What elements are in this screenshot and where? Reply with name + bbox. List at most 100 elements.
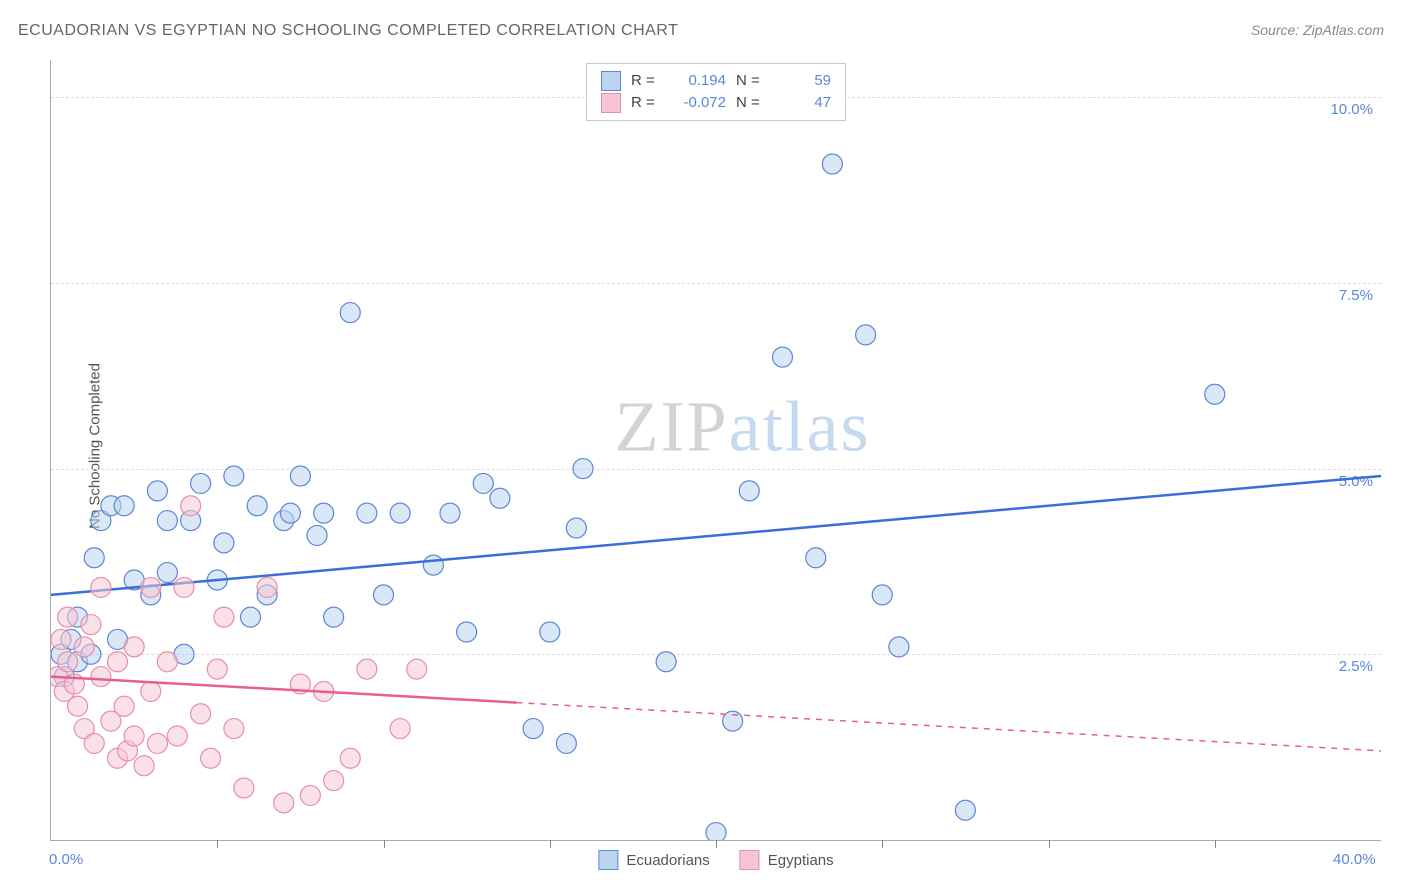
data-point	[157, 563, 177, 583]
data-point	[955, 800, 975, 820]
data-point	[167, 726, 187, 746]
data-point	[84, 548, 104, 568]
x-tick	[1215, 840, 1216, 848]
data-point	[157, 652, 177, 672]
data-point	[191, 704, 211, 724]
data-point	[307, 525, 327, 545]
data-point	[157, 511, 177, 531]
swatch-ecuadorians	[598, 850, 618, 870]
data-point	[174, 577, 194, 597]
data-point	[207, 659, 227, 679]
data-point	[540, 622, 560, 642]
data-point	[124, 637, 144, 657]
data-point	[423, 555, 443, 575]
data-point	[114, 496, 134, 516]
data-point	[58, 607, 78, 627]
data-point	[274, 793, 294, 813]
x-tick	[217, 840, 218, 848]
legend-row-egyptians: R = -0.072 N = 47	[601, 92, 831, 114]
n-label: N =	[736, 70, 766, 92]
plot-area: ZIPatlas R = 0.194 N = 59 R = -0.072 N =…	[50, 60, 1381, 841]
x-tick	[384, 840, 385, 848]
data-point	[573, 459, 593, 479]
data-point	[141, 577, 161, 597]
data-point	[147, 733, 167, 753]
data-point	[440, 503, 460, 523]
x-tick	[550, 840, 551, 848]
data-point	[191, 473, 211, 493]
data-point	[224, 719, 244, 739]
data-point	[1205, 384, 1225, 404]
legend-label-ecuadorians: Ecuadorians	[626, 852, 709, 869]
swatch-egyptians	[740, 850, 760, 870]
correlation-legend: R = 0.194 N = 59 R = -0.072 N = 47	[586, 63, 846, 121]
source-name: ZipAtlas.com	[1303, 22, 1384, 38]
data-point	[556, 733, 576, 753]
data-point	[58, 652, 78, 672]
data-point	[134, 756, 154, 776]
data-point	[257, 577, 277, 597]
x-tick-label: 40.0%	[1333, 851, 1376, 868]
data-point	[856, 325, 876, 345]
data-point	[822, 154, 842, 174]
n-value-ecuadorians: 59	[776, 70, 831, 92]
data-point	[234, 778, 254, 798]
data-point	[314, 503, 334, 523]
data-point	[656, 652, 676, 672]
data-point	[91, 577, 111, 597]
data-point	[300, 785, 320, 805]
trend-line	[51, 476, 1381, 595]
r-label: R =	[631, 70, 661, 92]
trend-line-extrapolated	[517, 703, 1382, 751]
n-value-egyptians: 47	[776, 92, 831, 114]
scatter-svg	[51, 60, 1381, 840]
data-point	[457, 622, 477, 642]
x-tick	[1049, 840, 1050, 848]
data-point	[124, 726, 144, 746]
data-point	[357, 659, 377, 679]
data-point	[214, 533, 234, 553]
data-point	[201, 748, 221, 768]
swatch-ecuadorians	[601, 71, 621, 91]
data-point	[147, 481, 167, 501]
r-label: R =	[631, 92, 661, 114]
data-point	[773, 347, 793, 367]
data-point	[390, 719, 410, 739]
r-value-egyptians: -0.072	[671, 92, 726, 114]
data-point	[247, 496, 267, 516]
chart-title: ECUADORIAN VS EGYPTIAN NO SCHOOLING COMP…	[18, 22, 678, 40]
data-point	[324, 771, 344, 791]
source-label: Source:	[1251, 22, 1299, 38]
legend-label-egyptians: Egyptians	[768, 852, 834, 869]
data-point	[523, 719, 543, 739]
data-point	[473, 473, 493, 493]
data-point	[889, 637, 909, 657]
data-point	[280, 503, 300, 523]
swatch-egyptians	[601, 93, 621, 113]
data-point	[407, 659, 427, 679]
data-point	[214, 607, 234, 627]
x-tick	[716, 840, 717, 848]
data-point	[706, 823, 726, 840]
series-legend: Ecuadorians Egyptians	[598, 850, 833, 870]
legend-item-ecuadorians: Ecuadorians	[598, 850, 709, 870]
data-point	[566, 518, 586, 538]
n-label: N =	[736, 92, 766, 114]
data-point	[81, 615, 101, 635]
r-value-ecuadorians: 0.194	[671, 70, 726, 92]
data-point	[340, 748, 360, 768]
data-point	[872, 585, 892, 605]
data-point	[224, 466, 244, 486]
data-point	[114, 696, 134, 716]
data-point	[806, 548, 826, 568]
legend-item-egyptians: Egyptians	[740, 850, 834, 870]
data-point	[490, 488, 510, 508]
data-point	[374, 585, 394, 605]
data-point	[324, 607, 344, 627]
data-point	[290, 466, 310, 486]
data-point	[141, 681, 161, 701]
data-point	[739, 481, 759, 501]
x-tick-label: 0.0%	[49, 851, 83, 868]
data-point	[390, 503, 410, 523]
source-attribution: Source: ZipAtlas.com	[1251, 22, 1384, 38]
